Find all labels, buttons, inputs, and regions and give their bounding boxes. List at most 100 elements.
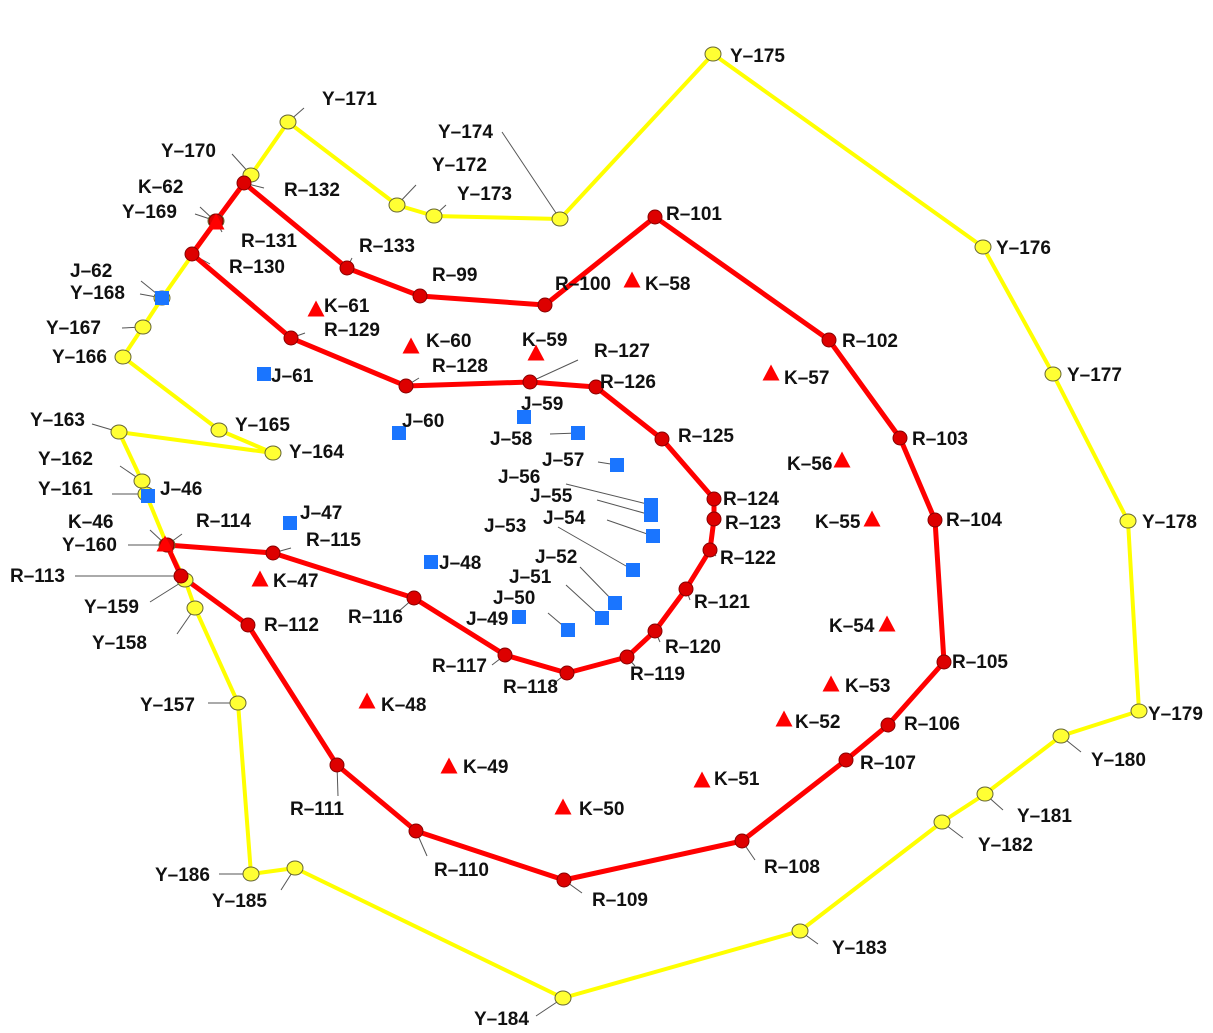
node-y-166[interactable] <box>114 349 132 365</box>
node-r-116[interactable] <box>406 590 422 606</box>
node-r-127[interactable] <box>522 374 538 390</box>
node-r-129[interactable] <box>283 330 299 346</box>
marker-k-55[interactable] <box>863 510 881 527</box>
node-y-186[interactable] <box>242 866 260 882</box>
node-y-164[interactable] <box>264 445 282 461</box>
node-y-162[interactable] <box>133 473 151 489</box>
node-r-101[interactable] <box>647 209 663 225</box>
node-r-120[interactable] <box>647 623 663 639</box>
node-y-167[interactable] <box>134 319 152 335</box>
marker-k-49[interactable] <box>440 757 458 774</box>
node-r-113[interactable] <box>173 568 189 584</box>
marker-j-51[interactable] <box>595 611 609 625</box>
node-label-r-109: R–109 <box>592 890 648 911</box>
node-y-177[interactable] <box>1044 366 1062 382</box>
node-y-173[interactable] <box>425 208 443 224</box>
node-r-107[interactable] <box>838 752 854 768</box>
marker-k-47[interactable] <box>251 570 269 587</box>
node-r-104[interactable] <box>927 512 943 528</box>
marker-j-60[interactable] <box>392 426 406 440</box>
marker-j-52[interactable] <box>608 596 622 610</box>
marker-k-59[interactable] <box>527 344 545 361</box>
marker-k-56[interactable] <box>833 451 851 468</box>
marker-j-46[interactable] <box>141 489 155 503</box>
node-y-157[interactable] <box>229 695 247 711</box>
node-r-124[interactable] <box>706 491 722 507</box>
node-r-109[interactable] <box>556 872 572 888</box>
node-y-175[interactable] <box>704 46 722 62</box>
marker-k-48[interactable] <box>358 692 376 709</box>
node-r-111[interactable] <box>329 757 345 773</box>
node-y-178[interactable] <box>1119 513 1137 529</box>
node-r-102[interactable] <box>821 332 837 348</box>
marker-label-j-61: J–61 <box>271 366 314 387</box>
node-y-165[interactable] <box>210 422 228 438</box>
node-y-174[interactable] <box>551 211 569 227</box>
node-r-106[interactable] <box>880 717 896 733</box>
marker-k-50[interactable] <box>554 798 572 815</box>
marker-k-60[interactable] <box>402 337 420 354</box>
node-r-123[interactable] <box>706 511 722 527</box>
marker-k-58[interactable] <box>623 271 641 288</box>
marker-j-49[interactable] <box>512 610 526 624</box>
node-r-105[interactable] <box>936 654 952 670</box>
marker-k-53[interactable] <box>822 675 840 692</box>
node-r-110[interactable] <box>408 823 424 839</box>
route-edge-y-184-y-185 <box>293 866 565 1000</box>
marker-j-50[interactable] <box>561 623 575 637</box>
node-y-180[interactable] <box>1052 728 1070 744</box>
marker-k-62[interactable] <box>207 213 225 230</box>
marker-j-56[interactable] <box>644 498 658 512</box>
node-y-181[interactable] <box>976 786 994 802</box>
marker-j-57[interactable] <box>610 458 624 472</box>
node-y-185[interactable] <box>286 860 304 876</box>
node-r-119[interactable] <box>619 649 635 665</box>
node-r-115[interactable] <box>265 545 281 561</box>
marker-j-61[interactable] <box>257 367 271 381</box>
route-edge-r-110-r-111 <box>334 762 419 834</box>
marker-j-48[interactable] <box>424 555 438 569</box>
marker-j-53[interactable] <box>626 563 640 577</box>
marker-k-57[interactable] <box>762 364 780 381</box>
marker-k-52[interactable] <box>775 710 793 727</box>
node-r-118[interactable] <box>559 665 575 681</box>
node-r-103[interactable] <box>892 430 908 446</box>
marker-k-46[interactable] <box>156 535 174 552</box>
node-r-130[interactable] <box>184 246 200 262</box>
node-r-99[interactable] <box>412 288 428 304</box>
node-y-158[interactable] <box>186 600 204 616</box>
node-r-121[interactable] <box>678 581 694 597</box>
route-edge-y-173-y-174 <box>432 214 562 221</box>
node-y-172[interactable] <box>388 197 406 213</box>
route-edge-y-179-y-180 <box>1059 709 1141 738</box>
marker-j-47[interactable] <box>283 516 297 530</box>
node-y-182[interactable] <box>933 814 951 830</box>
node-r-108[interactable] <box>734 833 750 849</box>
route-edge-y-170-y-171 <box>249 120 290 177</box>
node-r-132[interactable] <box>236 175 252 191</box>
node-y-184[interactable] <box>554 990 572 1006</box>
route-edge-y-186-y-157 <box>236 701 253 876</box>
marker-label-j-59: J–59 <box>521 394 563 415</box>
node-r-112[interactable] <box>240 617 256 633</box>
node-y-163[interactable] <box>110 424 128 440</box>
marker-j-58[interactable] <box>571 426 585 440</box>
node-y-176[interactable] <box>974 239 992 255</box>
node-y-183[interactable] <box>791 923 809 939</box>
node-y-171[interactable] <box>279 114 297 130</box>
node-r-126[interactable] <box>588 379 604 395</box>
node-r-128[interactable] <box>398 378 414 394</box>
marker-j-62[interactable] <box>155 291 169 305</box>
node-label-r-101: R–101 <box>666 204 722 225</box>
node-y-179[interactable] <box>1130 703 1148 719</box>
marker-k-54[interactable] <box>878 615 896 632</box>
marker-k-51[interactable] <box>693 771 711 788</box>
node-r-117[interactable] <box>497 647 513 663</box>
node-r-100[interactable] <box>537 297 553 313</box>
node-r-133[interactable] <box>339 260 355 276</box>
marker-j-59[interactable] <box>517 410 531 424</box>
marker-k-61[interactable] <box>307 300 325 317</box>
node-r-125[interactable] <box>654 431 670 447</box>
marker-j-54[interactable] <box>646 529 660 543</box>
node-r-122[interactable] <box>702 542 718 558</box>
